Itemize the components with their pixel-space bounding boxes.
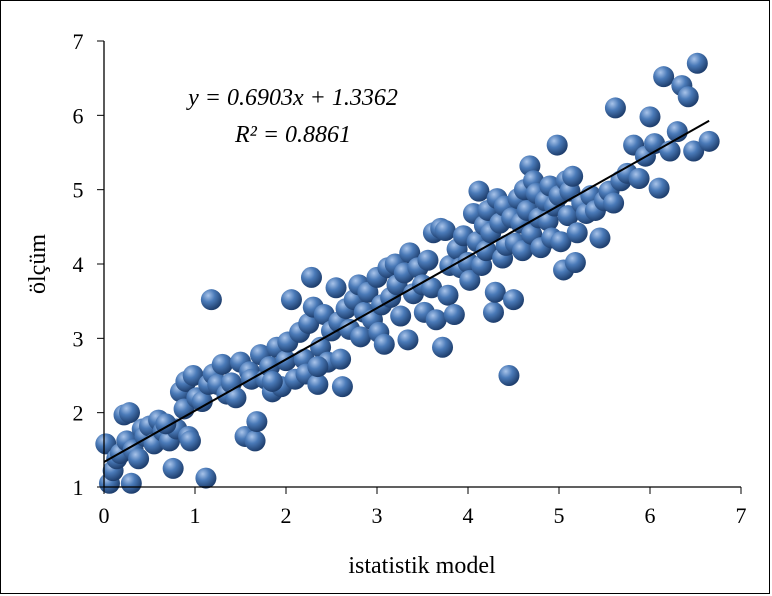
data-point [648,177,670,199]
data-point [639,106,661,128]
data-point [246,411,268,433]
data-point [562,165,584,187]
data-point [325,277,347,299]
data-point [200,289,222,311]
data-point [275,350,297,372]
y-axis-title: ölçüm [25,234,51,294]
data-point [350,326,372,348]
data-point [330,348,352,370]
data-point [459,269,481,291]
y-tick-label: 6 [73,103,84,128]
data-points [95,52,720,494]
data-point [182,365,204,386]
data-point [434,220,456,242]
data-point [653,66,675,88]
data-point [120,472,142,494]
data-point [498,365,520,386]
data-point [118,402,140,424]
data-point [244,430,266,452]
data-point [475,240,497,262]
y-tick-label: 7 [73,29,84,54]
x-axis-title: istatistik model [348,553,496,579]
x-tick-label: 4 [463,503,474,528]
data-point [550,231,572,253]
r-squared-label: R² = 0.8861 [234,122,351,148]
data-point [162,457,184,479]
data-point [604,97,626,119]
data-point [307,373,329,395]
data-point [307,356,329,378]
data-point [628,168,650,190]
data-point [603,192,625,214]
data-point [512,240,534,262]
data-point [666,121,688,143]
y-tick-label: 5 [73,178,84,203]
data-point [417,249,439,271]
y-tick-label: 2 [73,401,84,426]
data-point [261,370,283,392]
data-point [331,376,353,398]
x-tick-label: 2 [281,503,292,528]
data-point [390,305,412,327]
data-point [437,284,459,306]
data-point [503,289,524,311]
data-point [298,312,320,334]
data-point [546,134,568,156]
data-point [425,309,447,331]
data-point [211,353,233,375]
data-point [677,86,699,108]
data-point [564,252,586,274]
data-point [683,140,705,162]
y-tick-label: 1 [73,475,84,500]
x-tick-label: 5 [554,503,565,528]
data-point [128,448,150,470]
data-point [557,205,579,227]
data-point [191,391,213,413]
data-point [589,227,611,249]
data-point [484,281,506,303]
data-point [566,222,588,244]
data-point [397,329,419,351]
data-point [698,130,720,152]
x-tick-label: 1 [190,503,201,528]
trendline [103,119,710,463]
data-point [300,266,322,288]
y-tick-label: 4 [73,252,84,277]
data-point [443,304,465,326]
x-tick-label: 6 [645,503,656,528]
data-point [468,180,490,202]
data-point [280,289,302,311]
x-tick-label: 3 [372,503,383,528]
y-tick-label: 3 [73,326,84,351]
trendline-equation: y = 0.6903x + 1.3362 [186,85,398,111]
data-point [482,301,504,323]
data-point [421,277,443,299]
data-point [195,467,217,489]
data-point [432,336,454,358]
x-tick-label: 0 [99,503,110,528]
data-point [225,387,247,409]
data-point [179,430,201,452]
x-tick-label: 7 [736,503,747,528]
data-point [686,52,708,74]
data-point [373,333,395,355]
